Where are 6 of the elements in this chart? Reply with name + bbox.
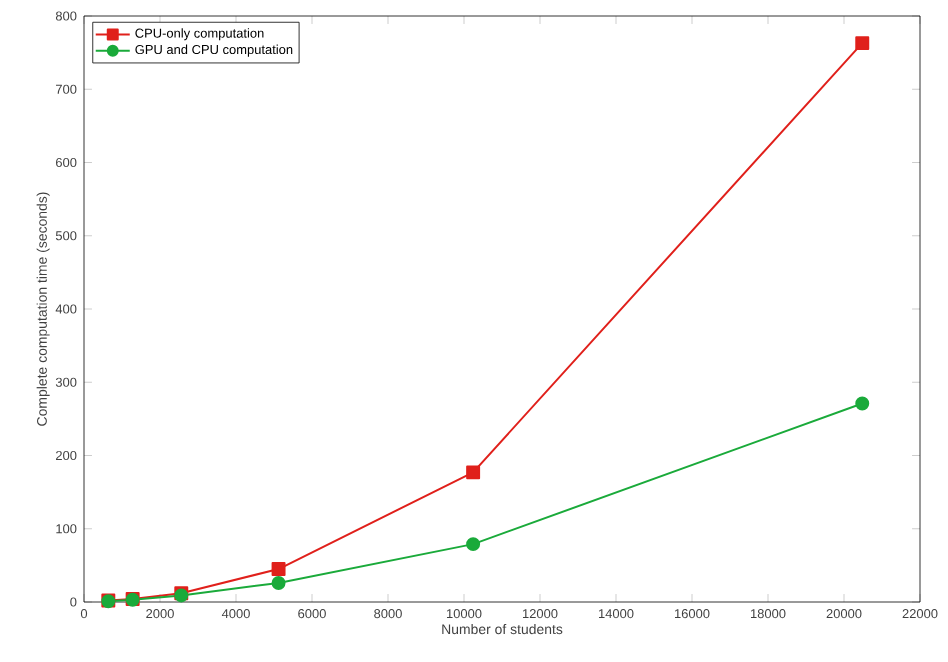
point [855,396,870,411]
point [466,465,481,480]
point [271,575,286,590]
point [271,562,286,577]
point [466,537,481,552]
point [855,36,870,51]
